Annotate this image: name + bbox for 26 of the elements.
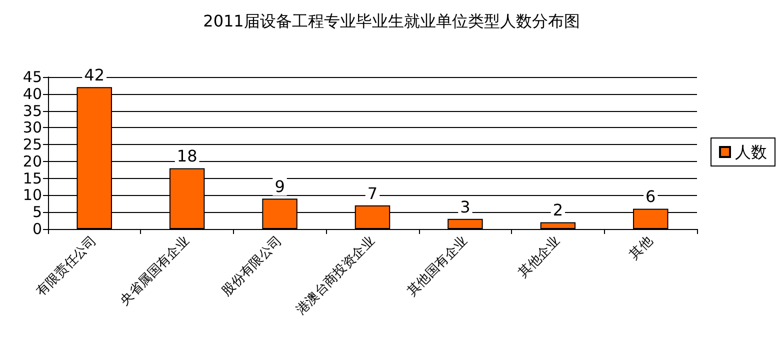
chart-title: 2011届设备工程专业毕业生就业单位类型人数分布图: [203, 12, 580, 30]
legend-label: 人数: [735, 142, 767, 162]
y-tick-label: 30: [22, 118, 42, 137]
y-tick-label: 45: [22, 68, 42, 86]
x-tick-label: 其他: [626, 234, 656, 263]
data-label: 42: [84, 66, 105, 85]
data-label: 6: [646, 187, 656, 206]
y-tick-label: 20: [22, 152, 42, 170]
x-tick-label: 央省属国有企业: [117, 234, 192, 309]
data-label: 3: [460, 197, 470, 216]
x-tick-label: 港澳台商投资企业: [294, 234, 378, 318]
x-tick-label: 其他国有企业: [404, 234, 471, 300]
y-tick-label: 15: [22, 169, 42, 188]
data-label: 7: [367, 184, 378, 203]
y-tick-label: 5: [32, 203, 42, 222]
x-tick-label: 股份有限公司: [219, 234, 286, 300]
x-tick-label: 其他企业: [516, 234, 564, 282]
data-label: 2: [552, 200, 564, 220]
data-label: 18: [176, 146, 198, 166]
data-label: 9: [274, 177, 285, 196]
bar: [448, 218, 483, 229]
y-tick-label: 10: [22, 186, 42, 204]
bar: [540, 222, 576, 229]
y-tick-label: 25: [22, 136, 42, 154]
y-tick-label: 35: [22, 102, 42, 120]
y-tick-label: 40: [22, 84, 42, 103]
